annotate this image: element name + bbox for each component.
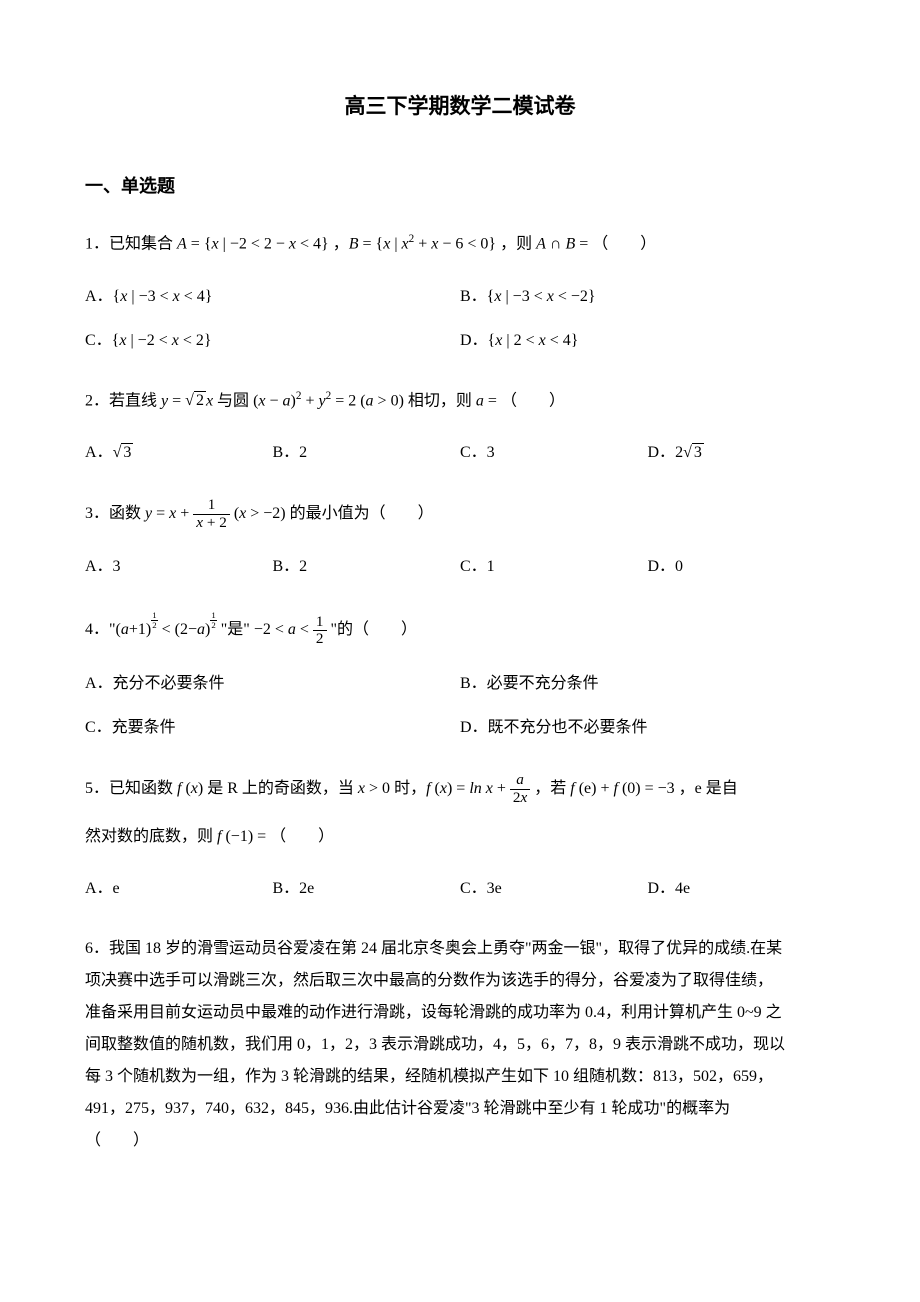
q3-tail: 的最小值为（ ） [286,505,434,522]
q4-half-den: 2 [313,631,327,648]
q3-option-d: D．0 [648,545,836,589]
q5-tail: （ ） [266,828,334,845]
section-heading: 一、单选题 [85,172,835,201]
q1-options-row2: C．{x | −2 < x < 2} D．{x | 2 < x < 4} [85,319,835,363]
q5-text2: 时， [390,780,426,797]
q1-option-c: C．{x | −2 < x < 2} [85,319,460,363]
q4-stem: 4．"(a+1)12 < (2−a)12 "是" −2 < a < 12 "的（… [85,611,835,648]
question-5: 5．已知函数 f (x) 是 R 上的奇函数，当 x > 0 时，f (x) =… [85,772,835,910]
page-title: 高三下学期数学二模试卷 [85,90,835,124]
q3-stem: 3．函数 y = x + 1x + 2 (x > −2) 的最小值为（ ） [85,497,835,531]
q2-optD-label: D． [648,444,676,461]
q4-half-num: 1 [313,614,327,632]
q5-text4: ，e 是自 [675,780,738,797]
q5-text1: 是 R 上的奇函数，当 [203,780,358,797]
question-6: 6．我国 18 岁的滑雪运动员谷爱凌在第 24 届北京冬奥会上勇夺"两金一银"，… [85,933,835,1157]
q2-option-d: D．23 [648,431,836,475]
q3-option-a: A．3 [85,545,273,589]
q5-option-d: D．4e [648,867,836,911]
q1-stem: 1．已知集合 A = {x | −2 < 2 − x < 4} ，B = {x … [85,228,835,260]
q1-option-d: D．{x | 2 < x < 4} [460,319,835,363]
q3-option-b: B．2 [273,545,461,589]
q6-line7: （ ） [85,1125,835,1157]
q4-option-c: C．充要条件 [85,706,460,750]
q6-line4: 间取整数值的随机数，我们用 0，1，2，3 表示滑跳成功，4，5，6，7，8，9… [85,1029,835,1061]
q2-stem: 2．若直线 y = 2x 与圆 (x − a)2 + y2 = 2 (a > 0… [85,385,835,417]
question-3: 3．函数 y = x + 1x + 2 (x > −2) 的最小值为（ ） A．… [85,497,835,589]
q2-optA-label: A． [85,444,113,461]
q6-line5: 每 3 个随机数为一组，作为 3 轮滑跳的结果，经随机模拟产生如下 10 组随机… [85,1061,835,1093]
q5-option-a: A．e [85,867,273,911]
q1-mid2: ，则 [496,236,536,253]
q1-mid1: ， [329,236,349,253]
q3-frac-num: 1 [193,497,230,515]
question-1: 1．已知集合 A = {x | −2 < 2 − x < 4} ，B = {x … [85,228,835,362]
q4-suffix: "的（ ） [327,622,418,639]
q4-prefix: 4．" [85,622,116,639]
q6-line2: 项决赛中选手可以滑跳三次，然后取三次中最高的分数作为该选手的得分，谷爱凌为了取得… [85,965,835,997]
q3-options: A．3 B．2 C．1 D．0 [85,545,835,589]
q2-options: A．3 B．2 C．3 D．23 [85,431,835,475]
q3-prefix: 3．函数 [85,505,145,522]
q3-option-c: C．1 [460,545,648,589]
q2-mid1: 与圆 [213,392,253,409]
q2-mid2: 相切，则 [404,392,476,409]
q5-line2: 然对数的底数，则 f (−1) = （ ） [85,821,835,853]
q2-option-c: C．3 [460,431,648,475]
q5-text3: ，若 [530,780,570,797]
q6-line1: 6．我国 18 岁的滑雪运动员谷爱凌在第 24 届北京冬奥会上勇夺"两金一银"，… [85,933,835,965]
q4-options-row1: A．充分不必要条件 B．必要不充分条件 [85,662,835,706]
q6-line6: 491，275，937，740，632，845，936.由此估计谷爱凌"3 轮滑… [85,1093,835,1125]
q4-option-b: B．必要不充分条件 [460,662,835,706]
q2-option-b: B．2 [273,431,461,475]
q5-line2-text: 然对数的底数，则 [85,828,217,845]
q4-option-a: A．充分不必要条件 [85,662,460,706]
question-2: 2．若直线 y = 2x 与圆 (x − a)2 + y2 = 2 (a > 0… [85,385,835,475]
q4-options-row2: C．充要条件 D．既不充分也不必要条件 [85,706,835,750]
q5-stem: 5．已知函数 f (x) 是 R 上的奇函数，当 x > 0 时，f (x) =… [85,772,835,806]
q1-tail: （ ） [588,236,656,253]
q4-mid: "是" [217,622,254,639]
q1-prefix: 1．已知集合 [85,236,177,253]
q2-option-a: A．3 [85,431,273,475]
q1-option-a: A．{x | −3 < x < 4} [85,275,460,319]
q2-tail: （ ） [497,392,565,409]
q5-options: A．e B．2e C．3e D．4e [85,867,835,911]
q5-option-b: B．2e [273,867,461,911]
q5-option-c: C．3e [460,867,648,911]
q6-line3: 准备采用目前女运动员中最难的动作进行滑跳，设每轮滑跳的成功率为 0.4，利用计算… [85,997,835,1029]
q1-option-b: B．{x | −3 < x < −2} [460,275,835,319]
q5-prefix: 5．已知函数 [85,780,177,797]
q2-prefix: 2．若直线 [85,392,161,409]
question-4: 4．"(a+1)12 < (2−a)12 "是" −2 < a < 12 "的（… [85,611,835,750]
q4-option-d: D．既不充分也不必要条件 [460,706,835,750]
q1-options-row1: A．{x | −3 < x < 4} B．{x | −3 < x < −2} [85,275,835,319]
